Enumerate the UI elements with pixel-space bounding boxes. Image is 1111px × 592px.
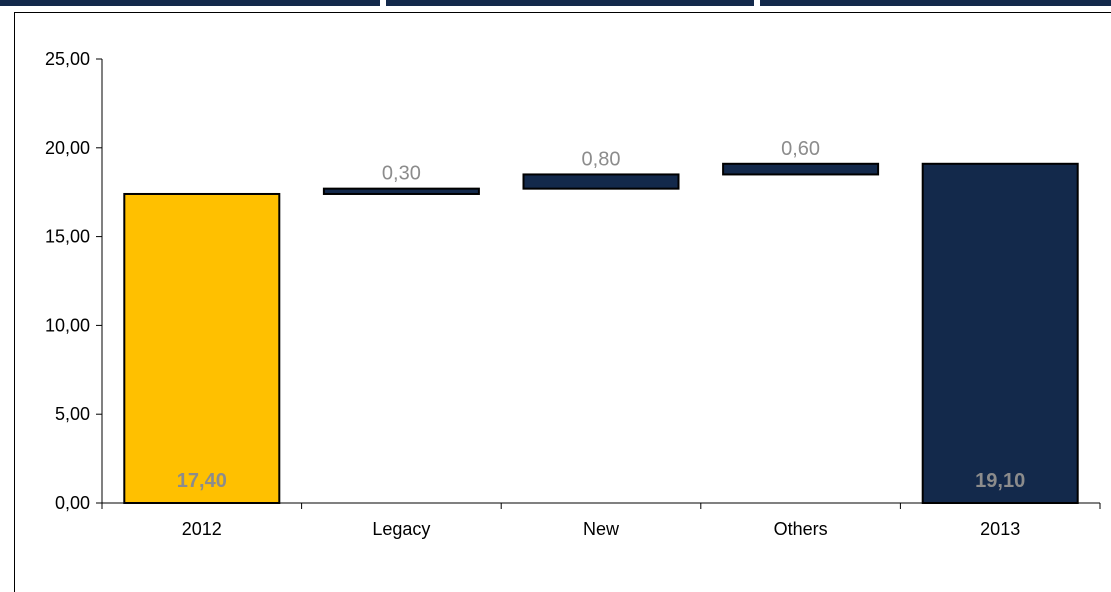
header-strip [0,0,1111,6]
x-tick-label: 2013 [980,519,1020,539]
data-label: 0,80 [582,148,621,170]
header-segment-3 [760,0,1111,6]
y-tick-label: 15,00 [45,227,90,247]
waterfall-chart: 0,00 5,00 10,00 15,00 20,00 25,00 2012 Legacy N… [45,49,1101,539]
bar-others [722,162,880,176]
data-label: 17,40 [177,470,227,492]
x-tick-label: 2012 [182,519,222,539]
x-tick-label: Others [774,519,828,539]
bar-2013 [921,162,1079,504]
header-segment-2 [386,0,754,6]
y-tick-label: 0,00 [55,493,90,513]
x-axis: 2012 Legacy New Others 2013 [101,502,1101,539]
chart-frame [14,12,1111,592]
bar-new [522,173,680,190]
bar-legacy [322,187,480,195]
y-axis: 0,00 5,00 10,00 15,00 20,00 25,00 [45,49,103,513]
x-tick-label: New [583,519,620,539]
y-tick-label: 20,00 [45,138,90,158]
header-segment-1 [0,0,380,6]
data-label: 19,10 [975,470,1025,492]
bars [123,162,1079,504]
data-labels: 17,40 0,30 0,80 0,60 19,10 [177,138,1025,492]
y-tick-label: 10,00 [45,315,90,335]
data-label: 0,30 [382,163,421,185]
x-tick-label: Legacy [372,519,430,539]
y-tick-label: 25,00 [45,49,90,69]
data-label: 0,60 [781,138,820,160]
y-tick-label: 5,00 [55,404,90,424]
bar-2012 [123,192,281,504]
